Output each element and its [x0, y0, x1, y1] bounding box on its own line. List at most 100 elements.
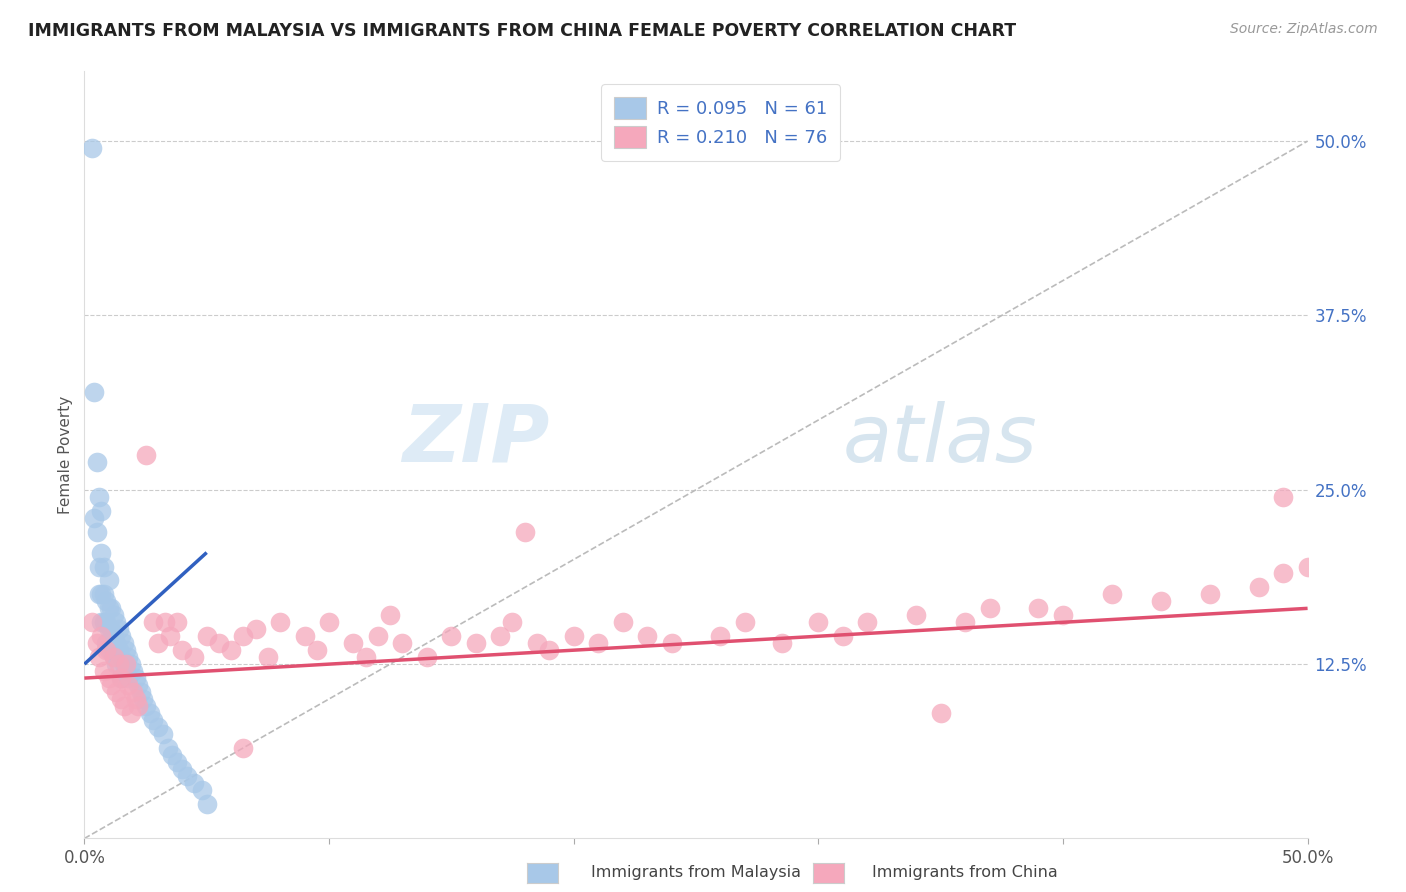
Point	[107, 657, 129, 672]
Point	[129, 685, 152, 699]
Point	[1296, 559, 1319, 574]
Point	[117, 671, 139, 685]
Point	[100, 643, 122, 657]
Point	[156, 740, 179, 755]
Point	[103, 650, 125, 665]
Point	[97, 671, 120, 685]
Point	[96, 643, 118, 657]
Point	[269, 615, 291, 630]
Point	[135, 698, 157, 713]
Point	[162, 747, 184, 762]
Point	[979, 601, 1001, 615]
Text: IMMIGRANTS FROM MALAYSIA VS IMMIGRANTS FROM CHINA FEMALE POVERTY CORRELATION CHA: IMMIGRANTS FROM MALAYSIA VS IMMIGRANTS F…	[28, 22, 1017, 40]
Point	[342, 636, 364, 650]
Point	[1272, 566, 1295, 581]
Point	[96, 594, 118, 608]
Point	[636, 629, 658, 643]
Point	[153, 615, 176, 630]
Point	[183, 775, 205, 789]
Point	[103, 608, 125, 623]
Point	[856, 615, 879, 630]
Point	[105, 615, 128, 630]
Text: Immigrants from Malaysia: Immigrants from Malaysia	[591, 865, 800, 880]
Point	[208, 636, 231, 650]
Point	[103, 650, 125, 665]
Point	[87, 587, 110, 601]
Point	[464, 636, 486, 650]
Point	[90, 615, 112, 630]
Point	[770, 636, 793, 650]
Point	[93, 664, 115, 678]
Point	[103, 629, 125, 643]
Point	[107, 643, 129, 657]
Point	[117, 678, 139, 692]
Point	[1052, 608, 1074, 623]
Y-axis label: Female Poverty: Female Poverty	[58, 396, 73, 514]
Point	[83, 385, 105, 400]
Point	[90, 504, 112, 518]
Point	[105, 636, 128, 650]
Point	[142, 615, 165, 630]
Point	[86, 636, 108, 650]
Legend: R = 0.095   N = 61, R = 0.210   N = 76: R = 0.095 N = 61, R = 0.210 N = 76	[600, 84, 839, 161]
Point	[734, 615, 756, 630]
Point	[100, 601, 122, 615]
Point	[146, 720, 169, 734]
Point	[87, 559, 110, 574]
Point	[416, 650, 439, 665]
Point	[191, 782, 214, 797]
Point	[96, 615, 118, 630]
Point	[110, 629, 132, 643]
Point	[195, 629, 218, 643]
Point	[1272, 490, 1295, 504]
Point	[83, 510, 105, 524]
Point	[135, 448, 157, 462]
Point	[1101, 587, 1123, 601]
Point	[90, 587, 112, 601]
Point	[1028, 601, 1050, 615]
Point	[97, 601, 120, 615]
Point	[367, 629, 389, 643]
Point	[1247, 581, 1270, 595]
Point	[127, 698, 149, 713]
Point	[96, 636, 118, 650]
Point	[502, 615, 524, 630]
Point	[166, 615, 188, 630]
Point	[122, 664, 145, 678]
Point	[115, 643, 138, 657]
Point	[661, 636, 683, 650]
Point	[294, 629, 316, 643]
Point	[86, 455, 108, 469]
Text: ZIP: ZIP	[402, 401, 550, 479]
Point	[120, 657, 142, 672]
Point	[107, 622, 129, 636]
Point	[172, 643, 194, 657]
Point	[929, 706, 952, 720]
Text: Immigrants from China: Immigrants from China	[872, 865, 1057, 880]
Point	[586, 636, 609, 650]
Point	[232, 629, 254, 643]
Point	[219, 643, 242, 657]
Point	[831, 629, 853, 643]
Point	[1150, 594, 1173, 608]
Point	[612, 615, 634, 630]
Point	[110, 671, 132, 685]
Point	[391, 636, 413, 650]
Point	[172, 762, 194, 776]
Text: Source: ZipAtlas.com: Source: ZipAtlas.com	[1230, 22, 1378, 37]
Point	[807, 615, 830, 630]
Point	[125, 671, 148, 685]
Point	[115, 664, 138, 678]
Point	[195, 797, 218, 811]
Point	[152, 727, 174, 741]
Point	[166, 755, 188, 769]
Point	[80, 141, 103, 155]
Point	[132, 692, 155, 706]
Point	[709, 629, 731, 643]
Point	[93, 615, 115, 630]
Point	[125, 692, 148, 706]
Point	[440, 629, 463, 643]
Point	[318, 615, 340, 630]
Point	[112, 636, 135, 650]
Point	[86, 524, 108, 539]
